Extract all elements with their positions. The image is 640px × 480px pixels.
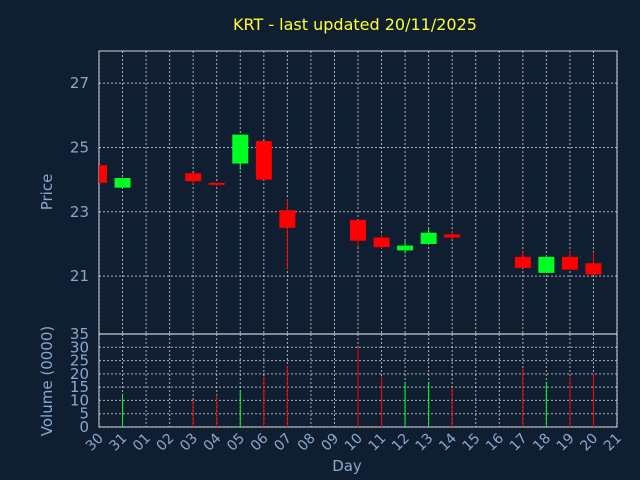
- price-tick-label: 25: [70, 138, 89, 156]
- price-panel: 21 23 25 27: [70, 50, 618, 335]
- candle-body: [444, 234, 461, 238]
- day-tick-label: 02: [154, 431, 178, 455]
- day-axis: 30 31 01 02 03 04 05 06 07 08 09 10 11 12 13 14 15 16 17 18…: [83, 430, 625, 454]
- chart-title: KRT - last updated 20/11/2025: [233, 15, 477, 34]
- day-tick-label: 10: [342, 431, 366, 455]
- volume-axis-label: Volume (0000): [38, 326, 56, 436]
- day-tick-label: 16: [483, 430, 507, 454]
- price-tick-label: 23: [70, 203, 89, 221]
- candle-body: [114, 178, 131, 188]
- day-tick-label: 13: [413, 431, 437, 455]
- day-tick-label: 19: [554, 431, 578, 455]
- day-tick-label: 18: [530, 431, 554, 455]
- volume-tick-label: 20: [70, 365, 89, 383]
- day-tick-label: 14: [436, 430, 460, 454]
- day-tick-label: 06: [248, 430, 272, 454]
- volume-tick-label: 15: [70, 378, 89, 396]
- candle-body: [99, 165, 107, 183]
- candle-body: [538, 256, 555, 273]
- day-tick-label: 01: [130, 431, 154, 455]
- day-tick-label: 17: [507, 431, 531, 455]
- candle-body: [561, 256, 578, 270]
- volume-tick-label: 10: [70, 391, 89, 409]
- price-tick-label: 27: [70, 74, 89, 92]
- day-tick-label: 20: [577, 431, 601, 455]
- day-tick-label: 21: [601, 431, 625, 455]
- day-tick-label: 12: [389, 431, 413, 455]
- candle-body: [279, 210, 296, 228]
- candle-body: [255, 141, 272, 180]
- candle-body: [232, 134, 249, 164]
- volume-tick-label: 5: [79, 405, 89, 423]
- day-tick-label: 11: [365, 431, 389, 455]
- volume-tick-label: 0: [79, 418, 89, 436]
- candle-body: [185, 173, 202, 182]
- candle-body: [514, 256, 531, 269]
- volume-tick-label: 30: [70, 338, 89, 356]
- day-tick-label: 08: [295, 431, 319, 455]
- candles: [99, 134, 602, 275]
- day-tick-label: 03: [177, 431, 201, 455]
- price-tick-label: 21: [70, 267, 89, 285]
- price-axis-label: Price: [38, 174, 56, 211]
- candle-body: [420, 232, 437, 244]
- candle-body: [350, 219, 366, 241]
- candle-body: [373, 237, 390, 248]
- candle-body: [585, 263, 602, 275]
- volume-tick-label: 25: [70, 352, 89, 370]
- day-tick-label: 31: [106, 431, 130, 455]
- day-axis-label: Day: [332, 457, 362, 475]
- day-tick-label: 04: [201, 430, 225, 454]
- day-tick-label: 15: [460, 431, 484, 455]
- volume-tick-label: 35: [70, 325, 89, 343]
- day-tick-label: 05: [224, 431, 248, 455]
- day-tick-label: 09: [318, 431, 342, 455]
- candle-body: [208, 182, 225, 185]
- candle-body: [397, 245, 414, 251]
- day-tick-label: 07: [271, 431, 295, 455]
